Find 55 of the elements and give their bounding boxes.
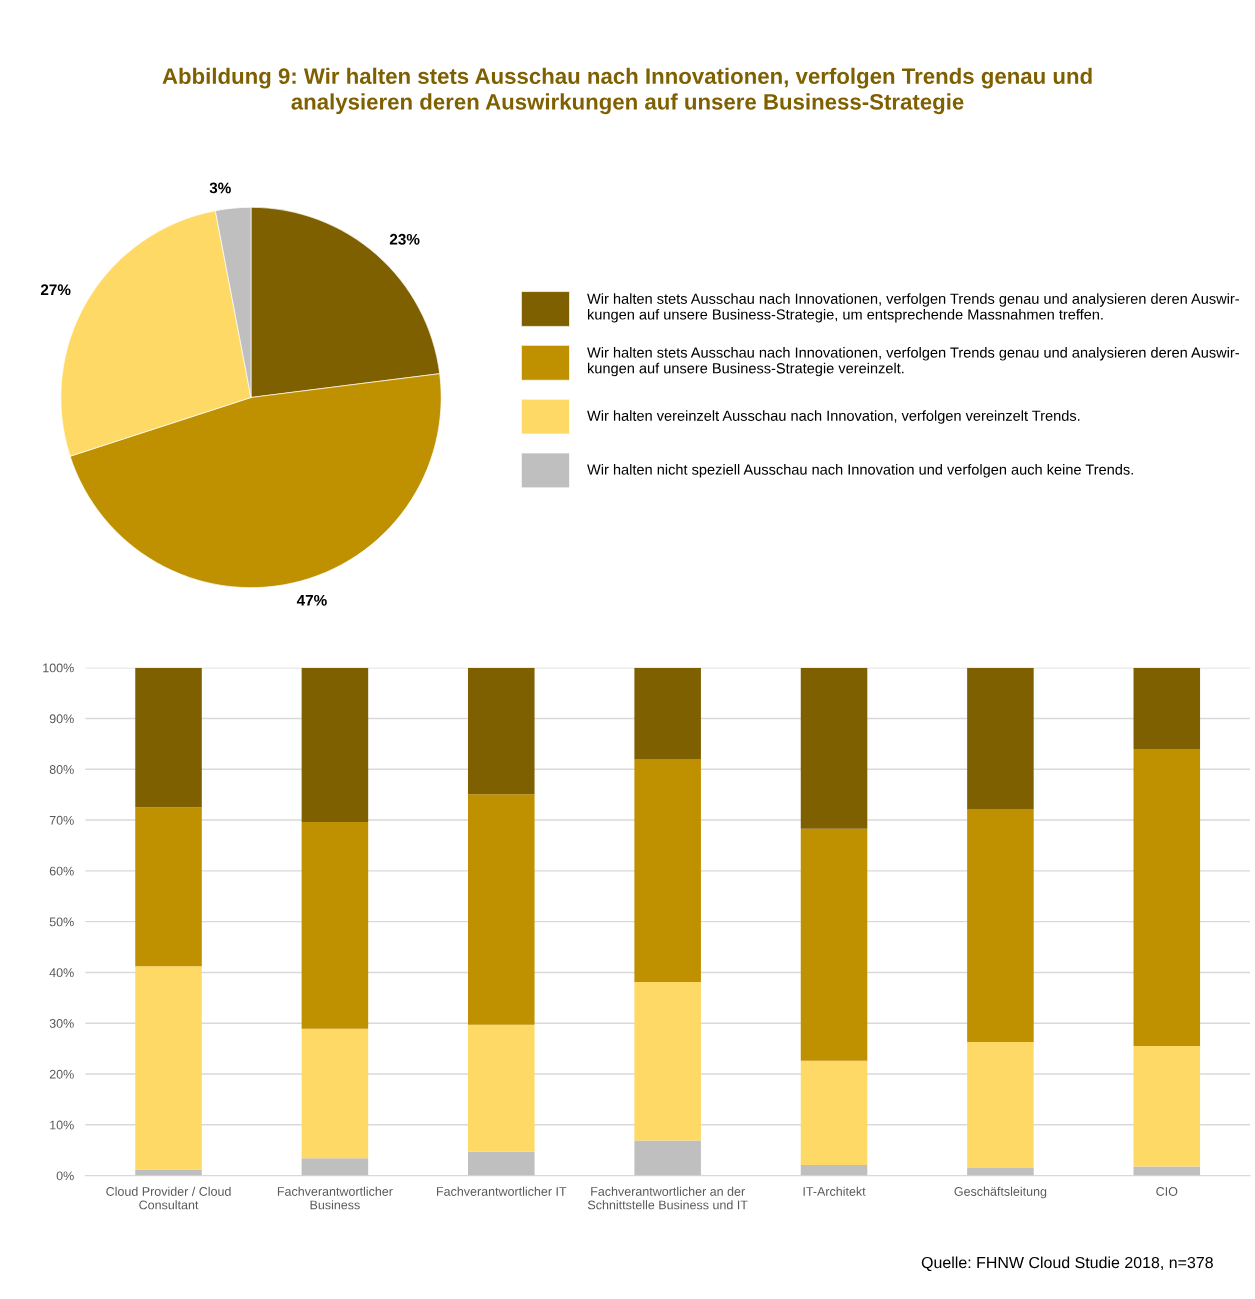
x-tick-label: Geschäftsleitung — [954, 1186, 1047, 1199]
bar — [135, 807, 202, 967]
legend-label: Wir halten nicht speziell Ausschau nach Innovation und verfolgen auch keine Trends. — [587, 464, 1133, 478]
x-tick-label: Fachverantwortlicher Business — [277, 1186, 393, 1210]
bar — [468, 794, 535, 1025]
bar — [634, 759, 701, 983]
bar — [468, 667, 535, 795]
bar — [634, 1140, 701, 1176]
bar — [135, 966, 202, 1170]
bar — [634, 667, 701, 760]
legend-label: Wir halten vereinzelt Ausschau nach Innovation, verfolgen vereinzelt Trends. — [587, 410, 1080, 424]
x-tick-label: Cloud Provider / Cloud Consultant — [106, 1186, 231, 1210]
bar — [800, 667, 868, 829]
bar — [800, 828, 868, 1061]
y-tick-label: 40% — [49, 968, 74, 978]
bar — [634, 982, 701, 1141]
source-note: Quelle: FHNW Cloud Studie 2018, n=378 — [921, 1256, 1213, 1272]
bar — [967, 1042, 1034, 1168]
data-label: 27% — [40, 284, 71, 296]
y-tick-label: 30% — [49, 1019, 74, 1028]
y-tick-label: 20% — [49, 1069, 74, 1079]
data-label: 47% — [296, 594, 327, 606]
data-label: 3% — [209, 182, 231, 194]
y-tick-label: 10% — [50, 1120, 74, 1130]
bar — [1133, 748, 1201, 1047]
x-tick-label: IT-Architekt — [803, 1186, 866, 1196]
bar — [967, 1167, 1034, 1176]
bar — [967, 808, 1034, 1043]
y-tick-label: 90% — [49, 714, 74, 724]
y-tick-label: 0% — [56, 1171, 74, 1181]
y-tick-label: 60% — [49, 866, 74, 876]
data-label: 23% — [389, 233, 420, 245]
bar — [468, 1024, 535, 1152]
x-tick-label: Fachverantwortlicher an der Schnittstelle Business und IT — [587, 1186, 748, 1210]
bar — [135, 667, 202, 808]
chart-title: Abbildung 9: Wir halten stets Ausschau nach Innovationen, verfolgen Trends genau und analysieren deren Auswirkungen auf unsere Business-Strategie — [162, 67, 1092, 115]
bar — [1133, 1166, 1201, 1176]
y-tick-label: 50% — [49, 917, 74, 927]
y-tick-label: 100% — [43, 663, 74, 673]
bar — [800, 1060, 868, 1165]
bar — [301, 667, 369, 823]
bar — [301, 1028, 369, 1159]
y-tick-label: 70% — [49, 815, 74, 825]
legend-label: Wir halten stets Ausschau nach Innovationen, verfolgen Trends genau und analysieren deren Auswir- kungen auf unsere Business-Strategie vereinzelt. — [587, 347, 1239, 377]
bar — [1133, 667, 1201, 749]
bar — [800, 1164, 868, 1176]
x-tick-label: CIO — [1156, 1187, 1178, 1196]
bar — [468, 1151, 535, 1176]
legend-label: Wir halten stets Ausschau nach Innovationen, verfolgen Trends genau und analysieren deren Auswir- kungen auf unsere Business-Strategie, um entsprechende Massnahmen treffen. — [587, 293, 1239, 323]
bar — [967, 667, 1034, 809]
bar — [301, 822, 369, 1029]
y-tick-label: 80% — [49, 765, 74, 774]
bar — [301, 1158, 369, 1176]
bar — [1133, 1046, 1201, 1167]
x-tick-label: Fachverantwortlicher IT — [437, 1186, 567, 1196]
